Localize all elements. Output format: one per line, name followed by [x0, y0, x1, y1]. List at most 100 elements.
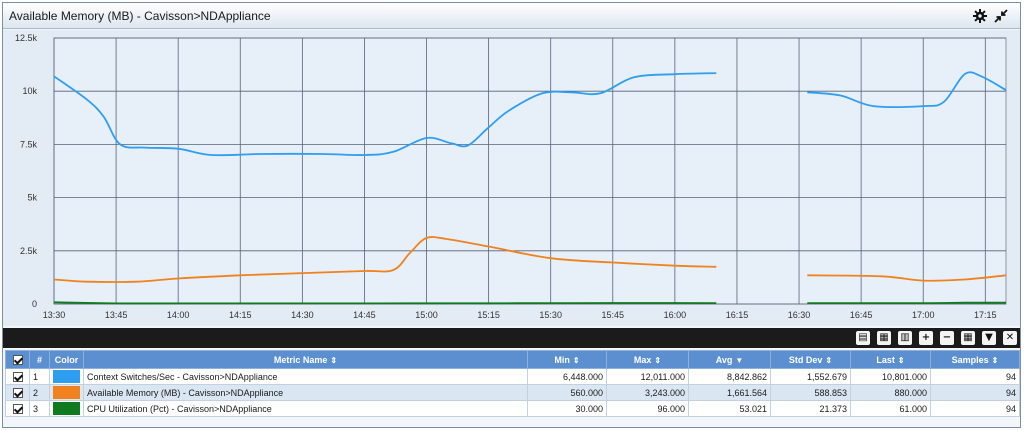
- row-last: 880.000: [850, 384, 931, 401]
- gear-icon[interactable]: [972, 8, 988, 24]
- filter-icon[interactable]: ▼: [982, 331, 996, 345]
- line-chart: 0 2.5k 5k 7.5k 10k 12.5k 13:30 13:45 14:00 14:15 1…: [15, 33, 1007, 320]
- x-tick-label: 13:45: [105, 310, 128, 320]
- color-swatch[interactable]: [53, 370, 80, 383]
- excel-export-icon[interactable]: ▦: [877, 331, 891, 345]
- header-max[interactable]: Max ⇕: [606, 350, 689, 369]
- table-row[interactable]: 3 CPU Utilization (Pct) - Cavisson>NDApp…: [5, 400, 1020, 417]
- chart-series: [53, 71, 1007, 305]
- row-avg: 8,842.862: [688, 368, 771, 385]
- row-max: 12,011.000: [606, 368, 689, 385]
- x-tick-label: 14:00: [167, 310, 190, 320]
- chart-axis-labels: 0 2.5k 5k 7.5k 10k 12.5k 13:30 13:45 14:00 14:15 1…: [15, 33, 997, 320]
- x-tick-label: 17:15: [974, 310, 997, 320]
- series-line: [807, 71, 1007, 108]
- row-max: 3,243.000: [606, 384, 689, 401]
- y-tick-label: 0: [32, 299, 37, 309]
- color-swatch[interactable]: [53, 402, 80, 415]
- series-line: [53, 72, 717, 157]
- minimize-arrows-icon[interactable]: [993, 8, 1009, 24]
- table-row[interactable]: 2 Available Memory (MB) - Cavisson>NDApp…: [5, 384, 1020, 401]
- select-all-checkbox[interactable]: [5, 350, 30, 369]
- row-min: 6,448.000: [527, 368, 607, 385]
- panel-titlebar: Available Memory (MB) - Cavisson>NDAppli…: [3, 3, 1020, 29]
- sort-icon: ⇕: [991, 355, 999, 365]
- x-tick-label: 15:00: [415, 310, 438, 320]
- series-line: [807, 274, 1007, 282]
- row-index: 3: [29, 400, 50, 417]
- plot-background: [53, 37, 1007, 305]
- table-row[interactable]: 1 Context Switches/Sec - Cavisson>NDAppl…: [5, 368, 1020, 385]
- y-tick-label: 12.5k: [15, 33, 38, 43]
- x-tick-label: 16:00: [664, 310, 687, 320]
- table-header-row: # Color Metric Name ⇕ Min ⇕ Max ⇕ Avg ▼ Std …: [5, 350, 1020, 369]
- row-metric-name: Context Switches/Sec - Cavisson>NDApplia…: [83, 368, 528, 385]
- series-line: [53, 301, 717, 305]
- row-index: 2: [29, 384, 50, 401]
- row-color-cell[interactable]: [49, 368, 84, 385]
- row-checkbox[interactable]: [5, 368, 30, 385]
- sort-icon: ⇕: [897, 355, 905, 365]
- grid-icon[interactable]: ▦: [961, 331, 975, 345]
- row-last: 10,801.000: [850, 368, 931, 385]
- row-avg: 53.021: [688, 400, 771, 417]
- x-tick-label: 14:30: [291, 310, 314, 320]
- row-checkbox[interactable]: [5, 400, 30, 417]
- sort-desc-icon: ▼: [735, 355, 744, 365]
- y-tick-label: 7.5k: [20, 139, 38, 149]
- x-tick-label: 16:15: [726, 310, 749, 320]
- row-stddev: 21.373: [770, 400, 851, 417]
- row-stddev: 588.853: [770, 384, 851, 401]
- row-last: 61.000: [850, 400, 931, 417]
- series-line: [53, 236, 717, 283]
- x-tick-label: 15:45: [602, 310, 625, 320]
- minus-icon[interactable]: −: [940, 331, 954, 345]
- row-metric-name: Available Memory (MB) - Cavisson>NDAppli…: [83, 384, 528, 401]
- x-tick-label: 14:15: [229, 310, 252, 320]
- x-tick-label: 14:45: [353, 310, 376, 320]
- y-tick-label: 2.5k: [20, 246, 38, 256]
- header-min[interactable]: Min ⇕: [527, 350, 607, 369]
- row-samples: 94: [930, 384, 1020, 401]
- doc-export-icon[interactable]: ▥: [898, 331, 912, 345]
- sort-icon: ⇕: [825, 355, 833, 365]
- close-icon[interactable]: ✕: [1003, 331, 1017, 345]
- row-max: 96.000: [606, 400, 689, 417]
- x-tick-label: 16:45: [850, 310, 873, 320]
- grid-toolbar: ▤ ▦ ▥ + − ▦ ▼ ✕: [3, 328, 1020, 348]
- row-color-cell[interactable]: [49, 400, 84, 417]
- chart-grid: [53, 37, 1007, 305]
- x-tick-label: 15:30: [539, 310, 562, 320]
- panel-title: Available Memory (MB) - Cavisson>NDAppli…: [9, 9, 271, 23]
- chart-area: 0 2.5k 5k 7.5k 10k 12.5k 13:30 13:45 14:00 14:15 1…: [3, 30, 1020, 326]
- x-tick-label: 15:15: [477, 310, 500, 320]
- row-samples: 94: [930, 400, 1020, 417]
- x-tick-label: 16:30: [788, 310, 811, 320]
- header-metric-name[interactable]: Metric Name ⇕: [83, 350, 528, 369]
- header-samples[interactable]: Samples ⇕: [930, 350, 1020, 369]
- row-checkbox[interactable]: [5, 384, 30, 401]
- row-metric-name: CPU Utilization (Pct) - Cavisson>NDAppli…: [83, 400, 528, 417]
- sort-icon: ⇕: [654, 355, 662, 365]
- pdf-export-icon[interactable]: ▤: [856, 331, 870, 345]
- row-min: 30.000: [527, 400, 607, 417]
- plus-icon[interactable]: +: [919, 331, 933, 345]
- metrics-table: # Color Metric Name ⇕ Min ⇕ Max ⇕ Avg ▼ Std …: [5, 350, 1020, 417]
- sort-icon: ⇕: [330, 355, 338, 365]
- header-color: Color: [49, 350, 84, 369]
- row-color-cell[interactable]: [49, 384, 84, 401]
- color-swatch[interactable]: [53, 386, 80, 399]
- row-index: 1: [29, 368, 50, 385]
- sort-icon: ⇕: [572, 355, 580, 365]
- header-last[interactable]: Last ⇕: [850, 350, 931, 369]
- row-stddev: 1,552.679: [770, 368, 851, 385]
- y-tick-label: 10k: [22, 86, 37, 96]
- header-stddev[interactable]: Std Dev ⇕: [770, 350, 851, 369]
- row-samples: 94: [930, 368, 1020, 385]
- x-tick-label: 13:30: [43, 310, 66, 320]
- y-tick-label: 5k: [27, 193, 37, 203]
- header-index: #: [29, 350, 50, 369]
- x-tick-label: 17:00: [912, 310, 935, 320]
- header-avg[interactable]: Avg ▼: [688, 350, 771, 369]
